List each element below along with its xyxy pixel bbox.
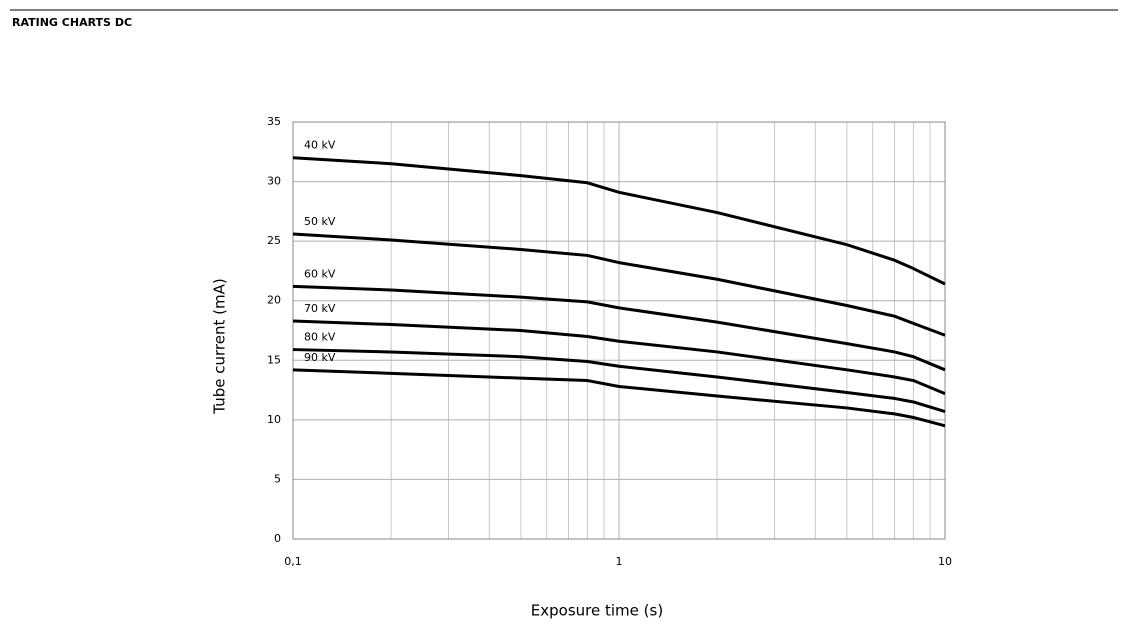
- series-line: [292, 348, 946, 413]
- series-line: [292, 284, 946, 372]
- y-tick-label: 15: [267, 353, 281, 366]
- series-line: [292, 368, 946, 428]
- series-label: 70 kV: [304, 302, 336, 315]
- y-tick-label: 25: [267, 234, 281, 247]
- series-line: [292, 156, 946, 286]
- x-tick-label: 0,1: [284, 555, 302, 568]
- y-tick-label: 10: [267, 413, 281, 426]
- series-label: 40 kV: [304, 139, 336, 152]
- series-label: 80 kV: [304, 331, 336, 344]
- y-tick-label: 0: [274, 532, 281, 545]
- series-line: [292, 319, 946, 396]
- plot-border: [292, 121, 946, 540]
- y-axis-title: Tube current (mA): [211, 278, 229, 414]
- series-label: 50 kV: [304, 215, 336, 228]
- x-tick-label: 1: [616, 555, 623, 568]
- y-tick-label: 30: [267, 175, 281, 188]
- series-line: [292, 232, 946, 337]
- x-tick-label: 10: [938, 555, 952, 568]
- y-tick-label: 35: [267, 115, 281, 128]
- series-label: 60 kV: [304, 267, 336, 280]
- y-tick-label: 5: [274, 472, 281, 485]
- x-axis-title: Exposure time (s): [531, 602, 663, 620]
- series-label: 90 kV: [304, 351, 336, 364]
- y-tick-label: 20: [267, 294, 281, 307]
- page-title: RATING CHARTS DC: [12, 16, 132, 29]
